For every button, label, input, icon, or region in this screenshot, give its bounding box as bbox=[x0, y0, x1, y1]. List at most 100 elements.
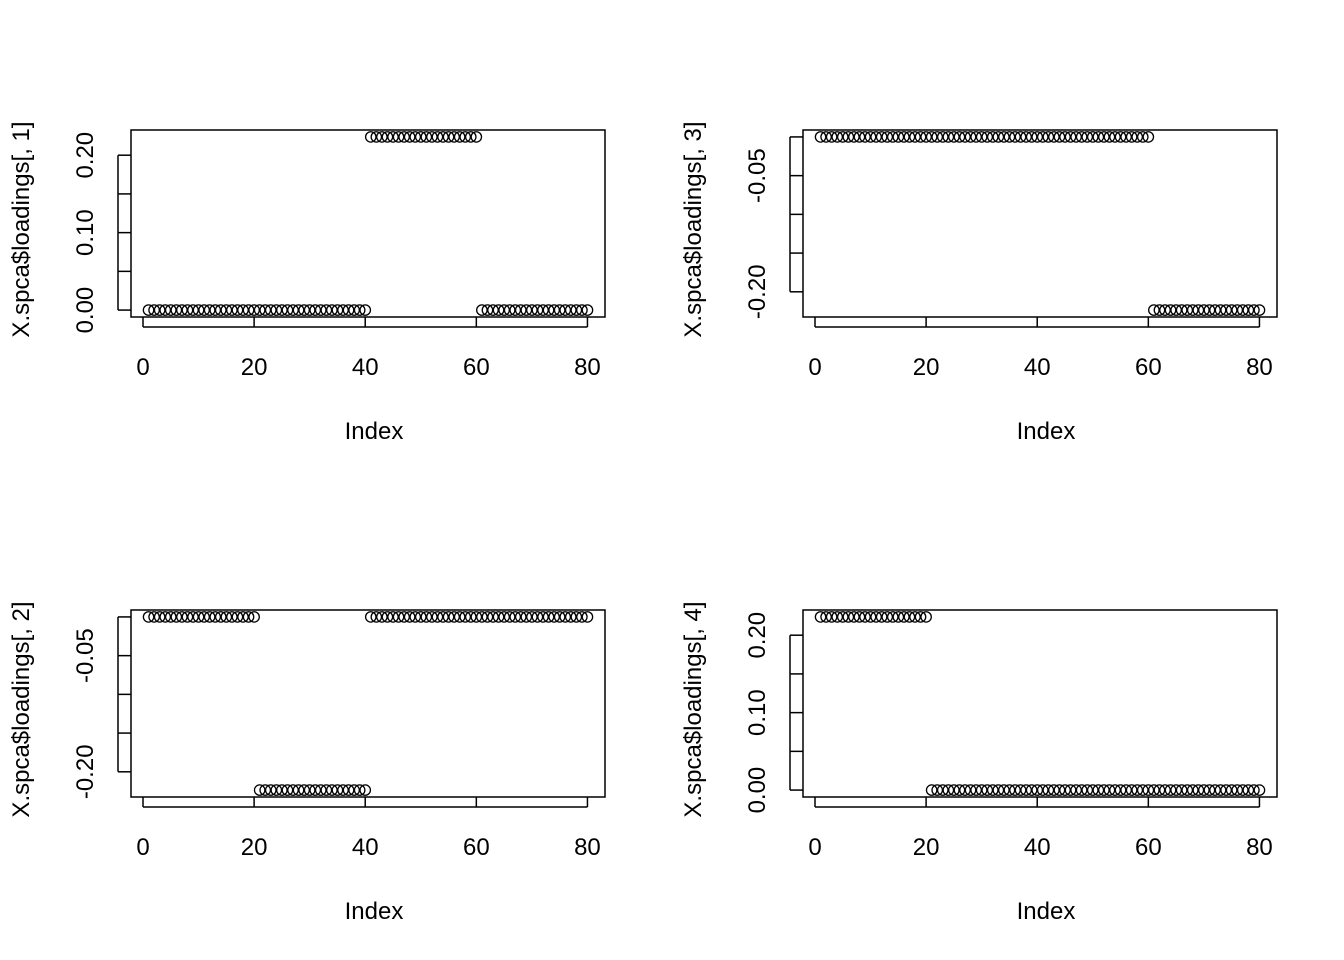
data-point bbox=[898, 611, 910, 623]
data-point bbox=[853, 611, 866, 623]
data-point bbox=[370, 611, 383, 623]
data-point bbox=[898, 131, 910, 143]
data-point bbox=[1209, 304, 1221, 316]
data-point bbox=[1148, 784, 1160, 796]
data-point bbox=[453, 611, 466, 623]
y-axis-title: X.spca$loadings[, 3] bbox=[680, 121, 707, 337]
data-point bbox=[909, 131, 921, 143]
data-point bbox=[387, 131, 399, 143]
data-point bbox=[237, 611, 249, 623]
y-axis-title: X.spca$loadings[, 4] bbox=[680, 601, 707, 817]
data-point bbox=[1075, 784, 1088, 796]
data-point bbox=[1114, 784, 1127, 796]
data-point bbox=[364, 131, 377, 143]
data-point bbox=[281, 784, 294, 796]
data-point bbox=[520, 611, 533, 623]
data-point bbox=[153, 611, 166, 623]
data-point bbox=[1064, 131, 1077, 143]
data-point bbox=[420, 611, 433, 623]
data-point bbox=[576, 611, 588, 623]
data-point bbox=[242, 304, 255, 316]
data-point bbox=[203, 611, 216, 623]
y-tick-label: -0.05 bbox=[72, 628, 99, 683]
data-point bbox=[253, 304, 266, 316]
data-point bbox=[814, 611, 827, 623]
data-point bbox=[1220, 304, 1232, 316]
data-point bbox=[1142, 784, 1155, 796]
x-tick-label: 60 bbox=[1135, 354, 1162, 381]
data-point bbox=[398, 611, 410, 623]
data-point bbox=[492, 304, 505, 316]
data-point bbox=[998, 131, 1010, 143]
data-point bbox=[1253, 304, 1266, 316]
data-point bbox=[298, 304, 310, 316]
data-point bbox=[287, 304, 299, 316]
data-point bbox=[1175, 304, 1188, 316]
data-point bbox=[1014, 784, 1027, 796]
data-point bbox=[381, 611, 394, 623]
data-point bbox=[326, 304, 338, 316]
x-tick-label: 80 bbox=[1246, 834, 1273, 861]
data-point bbox=[1253, 784, 1266, 796]
data-point bbox=[337, 784, 349, 796]
data-point bbox=[570, 611, 583, 623]
data-point bbox=[264, 304, 277, 316]
data-point bbox=[198, 611, 210, 623]
data-point bbox=[487, 304, 499, 316]
chart-panel-3: 0 20 40 60 80 -0.20 -0.05 Index X.spca$loadings[… bbox=[8, 601, 606, 925]
data-point bbox=[1125, 784, 1138, 796]
data-point bbox=[909, 611, 921, 623]
y-axis-title: X.spca$loadings[, 1] bbox=[8, 121, 35, 337]
data-point bbox=[570, 304, 583, 316]
data-point bbox=[481, 611, 494, 623]
x-tick-label: 0 bbox=[808, 354, 821, 381]
data-point bbox=[986, 784, 999, 796]
data-point bbox=[320, 304, 333, 316]
data-point bbox=[376, 131, 388, 143]
x-tick-label: 20 bbox=[913, 834, 940, 861]
data-point bbox=[892, 131, 905, 143]
data-point bbox=[153, 304, 166, 316]
data-point bbox=[1248, 784, 1260, 796]
data-point bbox=[1136, 784, 1149, 796]
data-point bbox=[1164, 784, 1177, 796]
data-point bbox=[1186, 304, 1199, 316]
data-point bbox=[464, 611, 477, 623]
data-point bbox=[1192, 784, 1205, 796]
data-point bbox=[220, 304, 233, 316]
data-point bbox=[526, 611, 538, 623]
data-point bbox=[337, 304, 349, 316]
data-point bbox=[470, 131, 483, 143]
data-point bbox=[1242, 304, 1255, 316]
data-point bbox=[226, 611, 238, 623]
data-point bbox=[1198, 784, 1210, 796]
data-point bbox=[187, 611, 199, 623]
data-point bbox=[342, 784, 355, 796]
data-point bbox=[959, 131, 971, 143]
data-point bbox=[936, 131, 949, 143]
data-point bbox=[431, 131, 444, 143]
data-point bbox=[1042, 131, 1055, 143]
data-point bbox=[331, 784, 344, 796]
data-point bbox=[1175, 784, 1188, 796]
data-point bbox=[831, 131, 844, 143]
data-point bbox=[1203, 304, 1216, 316]
data-point bbox=[442, 131, 455, 143]
data-point bbox=[364, 611, 377, 623]
data-point bbox=[1248, 304, 1260, 316]
data-point bbox=[581, 304, 594, 316]
data-point bbox=[1103, 784, 1116, 796]
data-point bbox=[264, 784, 277, 796]
data-point bbox=[142, 304, 155, 316]
x-tick-label: 80 bbox=[574, 354, 601, 381]
data-point bbox=[553, 611, 566, 623]
data-point bbox=[226, 304, 238, 316]
data-point bbox=[1081, 131, 1094, 143]
data-point bbox=[964, 131, 977, 143]
data-point bbox=[1109, 784, 1121, 796]
data-point bbox=[820, 131, 832, 143]
data-point bbox=[825, 131, 838, 143]
data-point bbox=[1098, 131, 1110, 143]
chart-panel-1: 0 20 40 60 80 0.00 0.10 0.20 Index X.spca$loading… bbox=[8, 121, 606, 445]
